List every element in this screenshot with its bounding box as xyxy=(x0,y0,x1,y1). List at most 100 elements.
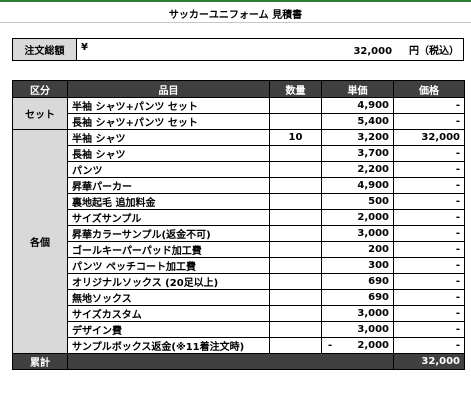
table-row: 長袖 シャツ 3,700- xyxy=(13,145,465,162)
order-total-label: 注文総額 xyxy=(12,38,77,61)
item-name-cell: 裏地起毛 追加料金 xyxy=(67,193,270,210)
order-total-value-cell: ¥ 32,000 円（税込） xyxy=(76,38,464,61)
item-name-cell: サンプルボックス返金(※11着注文時) xyxy=(67,337,270,354)
table-row: セット 半袖 シャツ+パンツ セット 4,900- xyxy=(12,97,465,130)
order-total-suffix: 円（税込） xyxy=(409,46,459,57)
estimate-table: 区分 品目 数量 単価 価格 セット 半袖 シャツ+パンツ セット 4,900- 長袖… xyxy=(12,80,465,370)
quantity-cell[interactable] xyxy=(269,193,322,210)
item-name-cell: 長袖 シャツ+パンツ セット xyxy=(67,113,270,130)
title-divider xyxy=(0,22,471,23)
table-row: サイズサンプル 2,000- xyxy=(13,209,465,226)
unit-price-value: 3,000 xyxy=(357,228,389,239)
unit-price-cell: 2,000 xyxy=(321,209,394,226)
quantity-cell[interactable] xyxy=(269,177,322,194)
unit-price-cell: 2,200 xyxy=(321,161,394,178)
unit-price-cell: 500 xyxy=(321,193,394,210)
table-row: 各個 半袖 シャツ 10 3,200 32,000 xyxy=(12,129,465,354)
order-total-amount: 32,000 xyxy=(353,46,393,57)
quantity-cell[interactable]: 10 xyxy=(269,129,322,146)
quantity-cell[interactable] xyxy=(269,321,322,338)
table-row: オリジナルソックス (20足以上) 690- xyxy=(13,273,465,290)
table-row: 昇華パーカー 4,900- xyxy=(13,177,465,194)
document-title: サッカーユニフォーム 見積書 xyxy=(168,10,303,21)
item-name-cell: デザイン費 xyxy=(67,321,270,338)
quantity-cell[interactable] xyxy=(269,145,322,162)
unit-price-value: 690 xyxy=(368,276,389,287)
quantity-cell[interactable] xyxy=(269,97,322,114)
item-name-cell: ゴールキーパーパッド加工費 xyxy=(67,241,270,258)
table-row: デザイン費 3,000- xyxy=(13,321,465,338)
total-empty-cell xyxy=(67,353,394,370)
total-label: 累計 xyxy=(12,353,68,370)
unit-price-value: 3,700 xyxy=(357,148,389,159)
price-cell: - xyxy=(393,145,465,162)
unit-price-value: 4,900 xyxy=(357,100,389,111)
item-name-cell: 昇華カラーサンプル(返金不可) xyxy=(67,225,270,242)
unit-price-cell: 3,000 xyxy=(321,225,394,242)
unit-price-value: 300 xyxy=(368,260,389,271)
unit-price-cell: 4,900 xyxy=(321,177,394,194)
price-cell: - xyxy=(393,193,465,210)
price-cell: - xyxy=(393,161,465,178)
table-row: サイズカスタム 3,000- xyxy=(13,305,465,322)
unit-price-value: 3,000 xyxy=(357,308,389,319)
item-name-cell: オリジナルソックス (20足以上) xyxy=(67,273,270,290)
item-name-cell: パンツ ペッチコート加工費 xyxy=(67,257,270,274)
quantity-cell[interactable] xyxy=(269,305,322,322)
unit-price-value: 2,200 xyxy=(357,164,389,175)
item-name-cell: サイズサンプル xyxy=(67,209,270,226)
unit-price-cell: 3,700 xyxy=(321,145,394,162)
table-row: ゴールキーパーパッド加工費 200- xyxy=(13,241,465,258)
price-cell: - xyxy=(393,241,465,258)
total-row: 累計 32,000 xyxy=(12,353,465,370)
header-quantity: 数量 xyxy=(269,80,322,98)
order-total-summary: 注文総額 ¥ 32,000 円（税込） xyxy=(12,38,464,61)
table-header-row: 区分 品目 数量 単価 価格 xyxy=(12,80,465,98)
table-row: 長袖 シャツ+パンツ セット 5,400- xyxy=(13,113,465,130)
quantity-cell[interactable] xyxy=(269,273,322,290)
item-name-cell: 無地ソックス xyxy=(67,289,270,306)
table-row: サンプルボックス返金(※11着注文時) -2,000- xyxy=(13,337,465,354)
quantity-cell[interactable] xyxy=(269,209,322,226)
header-category: 区分 xyxy=(12,80,68,98)
item-name-cell: 半袖 シャツ+パンツ セット xyxy=(67,97,270,114)
price-cell: - xyxy=(393,177,465,194)
price-cell: - xyxy=(393,321,465,338)
quantity-cell[interactable] xyxy=(269,161,322,178)
price-cell: - xyxy=(393,225,465,242)
quantity-cell[interactable] xyxy=(269,225,322,242)
price-cell: - xyxy=(393,97,465,114)
unit-price-cell: 5,400 xyxy=(321,113,394,130)
price-cell: - xyxy=(393,209,465,226)
price-cell: - xyxy=(393,289,465,306)
unit-price-value: 500 xyxy=(368,196,389,207)
price-cell: - xyxy=(393,337,465,354)
table-row: パンツ ペッチコート加工費 300- xyxy=(13,257,465,274)
top-accent-bar xyxy=(0,0,471,2)
unit-price-value: 2,000 xyxy=(357,340,389,351)
estimate-table-body: セット 半袖 シャツ+パンツ セット 4,900- 長袖 シャツ+パンツ セット 5,4… xyxy=(12,97,465,370)
unit-price-cell: 3,000 xyxy=(321,305,394,322)
price-cell: 32,000 xyxy=(393,129,465,146)
table-row: 無地ソックス 690- xyxy=(13,289,465,306)
unit-price-value: 690 xyxy=(368,292,389,303)
quantity-cell[interactable] xyxy=(269,257,322,274)
unit-price-cell: 690 xyxy=(321,273,394,290)
unit-price-value: 3,200 xyxy=(357,132,389,143)
table-row: 昇華カラーサンプル(返金不可) 3,000- xyxy=(13,225,465,242)
price-cell: - xyxy=(393,257,465,274)
quantity-cell[interactable] xyxy=(269,113,322,130)
unit-price-sign: - xyxy=(328,340,333,351)
unit-price-value: 4,900 xyxy=(357,180,389,191)
price-cell: - xyxy=(393,305,465,322)
header-unit-price: 単価 xyxy=(321,80,394,98)
unit-price-value: 200 xyxy=(368,244,389,255)
header-price: 価格 xyxy=(393,80,465,98)
quantity-cell[interactable] xyxy=(269,337,322,354)
unit-price-cell: 300 xyxy=(321,257,394,274)
unit-price-value: 2,000 xyxy=(357,212,389,223)
quantity-cell[interactable] xyxy=(269,289,322,306)
quantity-cell[interactable] xyxy=(269,241,322,258)
unit-price-cell: 200 xyxy=(321,241,394,258)
unit-price-cell: 3,200 xyxy=(321,129,394,146)
